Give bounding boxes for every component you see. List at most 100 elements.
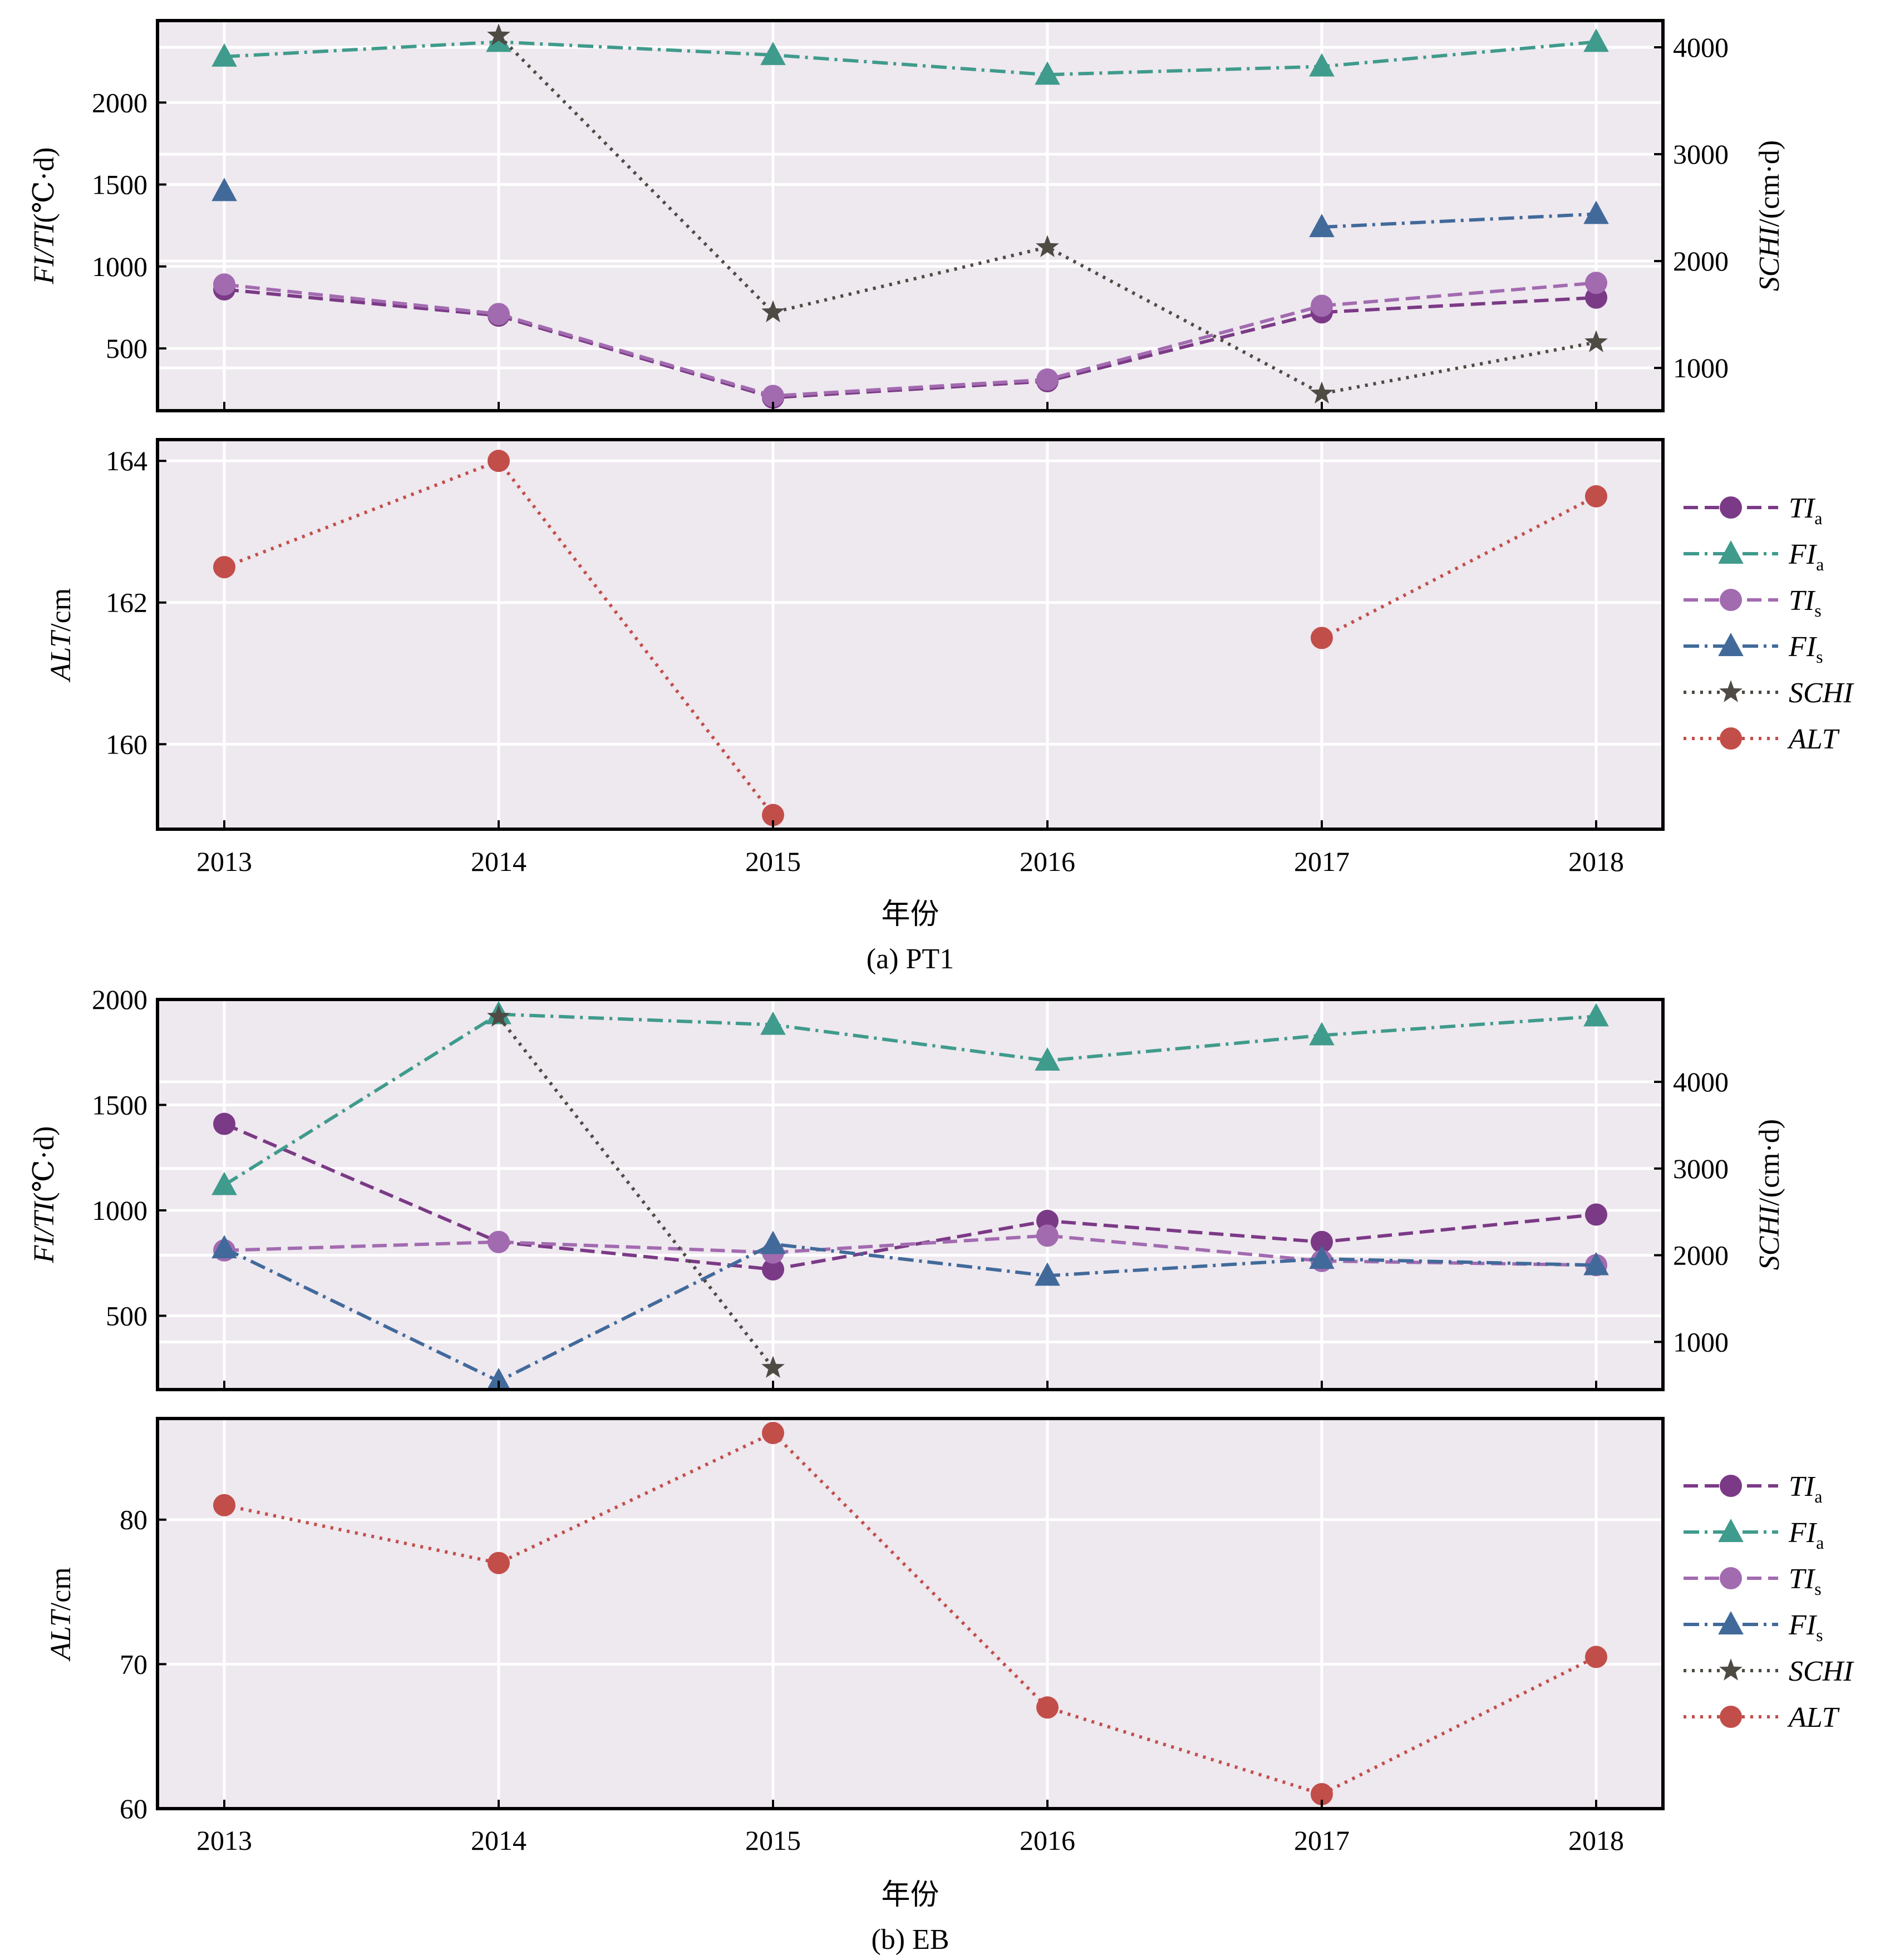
panel-a-xtick-label-2016: 2016 xyxy=(1020,846,1075,877)
panel-b-bottom-ylabel-var: ALT xyxy=(45,1609,77,1662)
panel-b-bottom-series-ALT xyxy=(213,1421,1607,1806)
panel-a-legend-item-TIs: TIs xyxy=(1684,585,1822,620)
panel-a-xtick-label-2015: 2015 xyxy=(745,846,801,877)
panel-b-top-ylabel-unit: (℃·d) xyxy=(28,1126,60,1202)
panel-a-TIs-point-2015 xyxy=(762,385,784,407)
panel-a-FIa-point-2015 xyxy=(760,41,786,65)
panel-b-bottom-ylabel: ALT/cm xyxy=(45,1567,77,1662)
panel-a-legend-label-SCHI: SCHI xyxy=(1789,677,1854,709)
panel-a: 500 1000 1500 2000 1000 2000 3000 4000 FI/TI(℃·d… xyxy=(28,19,1854,975)
panel-b-legend-label-base-FIa: FI xyxy=(1788,1517,1818,1549)
panel-b-top-ytick-label-1000: 1000 xyxy=(92,1195,147,1226)
panel-a-legend-label-sub-TIs: s xyxy=(1814,600,1821,620)
panel-a-top-plot-area xyxy=(158,21,1663,411)
panel-b-ALT-point-2014 xyxy=(488,1552,510,1574)
panel-a-TIs-point-2013 xyxy=(213,273,235,296)
panel-a-SCHI-point-2016 xyxy=(1036,235,1059,257)
panel-b-xlabel: 年份 xyxy=(881,1879,939,1911)
panel-b-FIs-point-2017 xyxy=(1309,1245,1335,1269)
panel-a-FIs-point-2017 xyxy=(1309,214,1335,238)
panel-a-top-ytick-label-1000: 1000 xyxy=(92,251,147,282)
panel-b-FIa-point-2013 xyxy=(211,1171,237,1195)
panel-a-legend-swatch-marker-TIs xyxy=(1720,589,1742,611)
panel-b-legend-label-ALT: ALT xyxy=(1787,1702,1840,1734)
panel-b-top-ytick-right-label-3000: 3000 xyxy=(1673,1153,1729,1184)
panel-a-legend-swatch-marker-FIa xyxy=(1718,540,1744,564)
panel-a-top-ytick-right-label-2000: 2000 xyxy=(1673,245,1729,277)
panel-a-bottom-frame xyxy=(156,438,1665,831)
panel-b-legend-label-base-SCHI: SCHI xyxy=(1789,1656,1854,1687)
panel-a-ALT-point-2015 xyxy=(762,804,784,826)
panel-a-legend-label-FIs: FIs xyxy=(1788,631,1823,667)
panel-b-ALT-point-2015 xyxy=(762,1421,784,1444)
panel-a-top-ylabel-right-unit: /(cm·d) xyxy=(1754,140,1785,227)
panel-a-top-series-TIs xyxy=(213,272,1607,407)
panel-a-SCHI-point-2018 xyxy=(1584,330,1608,352)
panel-b-FIs-point-2014 xyxy=(486,1367,511,1391)
panel-a-xtick-label-2013: 2013 xyxy=(196,846,252,877)
panel-a-top-ytick-right-label-3000: 3000 xyxy=(1673,139,1729,170)
panel-a-SCHI-point-2015 xyxy=(761,300,785,323)
panel-b-legend-item-FIa: FIa xyxy=(1684,1517,1824,1553)
panel-a-legend-label-sub-FIs: s xyxy=(1816,647,1823,667)
panel-b-legend-label-base-ALT: ALT xyxy=(1787,1702,1840,1734)
panel-a-top-ylabel: FI/TI(℃·d) xyxy=(28,147,60,285)
panel-b-top-ytick-label-1500: 1500 xyxy=(92,1089,147,1120)
panel-a-bottom-series-ALT xyxy=(213,450,1607,826)
panel-b-bottom-frame xyxy=(156,1417,1665,1810)
panel-b-legend-label-FIa: FIa xyxy=(1788,1517,1824,1553)
panel-b-caption: (b) EB xyxy=(871,1924,949,1956)
panel-a-bottom-plot-area xyxy=(158,440,1663,829)
panel-b-top-ylabel-right-var: SCHI xyxy=(1754,1204,1785,1270)
panel-b-top-ylabel-right: SCHI/(cm·d) xyxy=(1754,1119,1785,1270)
panel-b-FIa-point-2016 xyxy=(1035,1047,1060,1071)
panel-a-xtick-label-2018: 2018 xyxy=(1568,846,1624,877)
panel-a-legend-item-TIa: TIa xyxy=(1684,493,1822,528)
panel-b-bottom-ylabel-unit: /cm xyxy=(45,1567,77,1611)
panel-b-xtick-label-2017: 2017 xyxy=(1294,1825,1350,1856)
panel-a-bottom-ylabel-var: ALT xyxy=(45,630,77,683)
panel-b-legend-label-sub-TIs: s xyxy=(1814,1579,1821,1599)
panel-a-FIa-line-0 xyxy=(224,40,1597,77)
panel-b-top-ylabel-var: FI/TI xyxy=(28,1200,60,1263)
panel-a-xtick-label-2014: 2014 xyxy=(471,846,526,877)
panel-a-top-ytick-label-2000: 2000 xyxy=(92,87,147,118)
panel-b-TIa-point-2015 xyxy=(762,1258,784,1281)
panel-b-legend-swatch-marker-SCHI xyxy=(1719,1658,1743,1681)
panel-b-top-frame xyxy=(156,998,1665,1391)
panel-a-bottom-ytick-label-162: 162 xyxy=(106,587,147,618)
panel-b-legend-label-TIs: TIs xyxy=(1789,1563,1822,1599)
panel-b-FIs-point-2018 xyxy=(1583,1252,1609,1276)
panel-b-ALT-line-0 xyxy=(224,1431,1597,1796)
panel-a-FIs-line-1 xyxy=(1321,212,1597,229)
panel-b-xtick-label-2015: 2015 xyxy=(745,1825,801,1856)
panel-b-top-series-SCHI xyxy=(487,1004,785,1378)
panel-b-TIs-line-0 xyxy=(224,1234,1597,1267)
panel-a-legend-item-ALT: ALT xyxy=(1684,723,1840,755)
panel-b-TIa-point-2013 xyxy=(213,1112,235,1135)
panel-b-ALT-point-2018 xyxy=(1585,1646,1607,1668)
panel-b-legend-label-sub-FIa: a xyxy=(1816,1533,1824,1553)
panel-a-legend-label-base-TIa: TI xyxy=(1789,493,1816,524)
panel-b-top-ytick-label-500: 500 xyxy=(106,1300,147,1331)
panel-a-ALT-point-2014 xyxy=(488,450,510,472)
panel-b-SCHI-point-2014 xyxy=(487,1004,510,1027)
panel-b-legend-item-TIa: TIa xyxy=(1684,1471,1822,1506)
panel-a-legend-label-base-TIs: TI xyxy=(1789,585,1816,617)
panel-a-legend-label-FIa: FIa xyxy=(1788,539,1824,574)
panel-a-FIs-point-2013 xyxy=(211,178,237,201)
panel-a-legend-label-base-ALT: ALT xyxy=(1787,723,1840,755)
panel-b-legend-label-SCHI: SCHI xyxy=(1789,1656,1854,1687)
panel-a-bottom-ylabel: ALT/cm xyxy=(45,588,77,683)
panel-a-legend-label-sub-TIa: a xyxy=(1814,508,1822,528)
panel-b-legend-swatch-marker-FIs xyxy=(1718,1611,1744,1634)
panel-a-legend-item-SCHI: SCHI xyxy=(1684,677,1854,709)
panel-a-legend-label-TIs: TIs xyxy=(1789,585,1822,620)
panel-b-legend-item-ALT: ALT xyxy=(1684,1702,1840,1734)
panel-b-FIs-point-2016 xyxy=(1035,1262,1060,1286)
panel-b-legend-item-TIs: TIs xyxy=(1684,1563,1822,1599)
panel-b-FIa-line-0 xyxy=(223,1012,1597,1186)
panel-b-TIa-line-0 xyxy=(223,1122,1597,1272)
panel-a-xtick-label-2017: 2017 xyxy=(1294,846,1350,877)
panel-a-top-series-FIs xyxy=(211,178,1609,238)
